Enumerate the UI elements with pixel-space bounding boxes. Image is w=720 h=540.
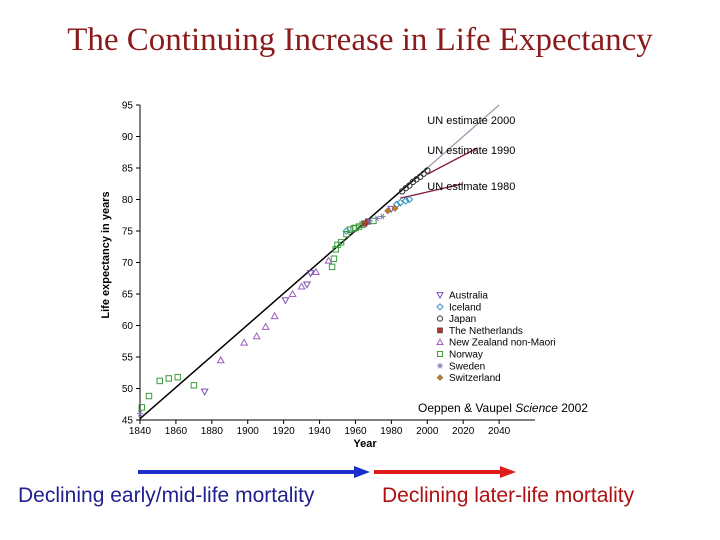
data-point: [373, 215, 381, 222]
data-point: [311, 267, 321, 276]
data-point: [366, 217, 374, 224]
legend-marker: [436, 350, 444, 358]
y-tick-label: 75: [122, 227, 134, 238]
x-tick-label: 1840: [129, 426, 152, 437]
data-point: [136, 410, 144, 417]
data-point: [384, 207, 392, 215]
data-point: [401, 196, 410, 205]
legend-marker: [437, 362, 443, 369]
data-point: [240, 338, 249, 346]
legend-label: Australia: [449, 291, 488, 302]
data-point: [165, 375, 172, 382]
data-point: [190, 382, 198, 389]
x-tick-label: 1960: [344, 426, 367, 437]
data-point: [343, 230, 350, 238]
left-arrow: [138, 466, 370, 478]
data-point: [156, 377, 163, 385]
data-point: [332, 246, 339, 253]
life-expectancy-chart: 45 50 55 60 65 70 75 80 85 90 95 1840 1860 1880 1900 19…: [95, 95, 625, 465]
y-tick-label: 85: [122, 164, 134, 175]
data-point: [405, 195, 414, 204]
y-tick-label: 65: [122, 290, 134, 301]
data-point: [302, 281, 312, 289]
x-tick-label: 2000: [416, 426, 439, 437]
x-tick-label: 2040: [488, 426, 511, 437]
legend-label: Japan: [449, 314, 476, 325]
y-tick-label: 50: [122, 384, 134, 395]
x-tick-label: 1980: [380, 426, 403, 437]
x-tick-label: 1920: [273, 426, 296, 437]
legend-marker: [436, 303, 444, 311]
legend-marker: [436, 374, 444, 381]
right-arrow: [374, 466, 516, 478]
data-point: [306, 270, 315, 278]
data-point: [281, 297, 290, 305]
data-point: [324, 256, 333, 264]
data-point: [145, 392, 153, 400]
projection-line: [426, 147, 478, 175]
y-tick-label: 80: [122, 195, 134, 206]
data-point: [391, 204, 399, 212]
legend-marker: [437, 327, 443, 334]
legend-label: Norway: [449, 350, 483, 361]
data-point: [252, 331, 261, 340]
legend-label: Switzerland: [449, 373, 501, 384]
projection-label: UN estimate 1980: [427, 181, 515, 193]
y-tick-label: 95: [122, 101, 134, 112]
source-annotation: Oeppen & Vaupel Science 2002: [418, 401, 588, 415]
data-point: [355, 223, 363, 230]
projection-label: UN estimate 1990: [427, 145, 515, 157]
legend-label: Sweden: [449, 361, 485, 372]
projection-label: UN estimate 2000: [427, 115, 515, 127]
legend-marker: [436, 292, 444, 300]
legend-marker: [436, 315, 444, 322]
legend-label: New Zealand non-Maori: [449, 338, 556, 349]
data-point: [216, 355, 225, 364]
source-journal: Science: [515, 401, 558, 415]
data-point: [297, 282, 306, 290]
y-tick-label: 60: [122, 321, 134, 332]
y-axis-label: Life expectancy in years: [100, 191, 112, 318]
x-tick-label: 1860: [165, 426, 188, 437]
x-tick-label: 1900: [237, 426, 260, 437]
projection-line: [426, 104, 500, 169]
data-point: [200, 388, 209, 396]
y-tick-label: 70: [122, 258, 134, 269]
data-point: [398, 188, 406, 195]
slide-title: The Continuing Increase in Life Expectan…: [67, 22, 653, 58]
data-point: [359, 221, 366, 228]
x-tick-label: 1940: [308, 426, 331, 437]
data-point: [138, 404, 146, 411]
data-point: [396, 198, 405, 207]
legend-label: Iceland: [449, 302, 481, 313]
trend-line: [139, 167, 428, 420]
y-tick-label: 45: [122, 416, 134, 427]
data-point: [330, 255, 338, 262]
data-point: [270, 311, 279, 320]
data-point: [352, 224, 359, 232]
projection-line: [400, 183, 464, 199]
legend-label: The Netherlands: [449, 326, 523, 337]
data-point: [406, 182, 413, 189]
data-point: [174, 373, 181, 381]
data-point: [261, 322, 270, 330]
left-caption: Declining early/mid-life mortality: [18, 484, 315, 507]
x-tick-label: 2020: [452, 426, 475, 437]
source-year: 2002: [558, 401, 588, 415]
data-point: [342, 227, 351, 235]
y-tick-label: 90: [122, 132, 134, 143]
data-point: [416, 173, 424, 181]
data-point: [424, 167, 431, 174]
x-tick-label: 1880: [201, 426, 224, 437]
right-caption: Declining later-life mortality: [382, 484, 635, 507]
data-point: [379, 213, 386, 220]
y-tick-label: 55: [122, 353, 134, 364]
data-point: [337, 239, 345, 246]
source-authors: Oeppen & Vaupel: [418, 401, 515, 415]
data-point: [328, 263, 336, 271]
legend-marker: [436, 338, 444, 346]
data-point: [288, 289, 297, 298]
data-point: [420, 170, 427, 177]
x-axis-label: Year: [353, 438, 377, 450]
